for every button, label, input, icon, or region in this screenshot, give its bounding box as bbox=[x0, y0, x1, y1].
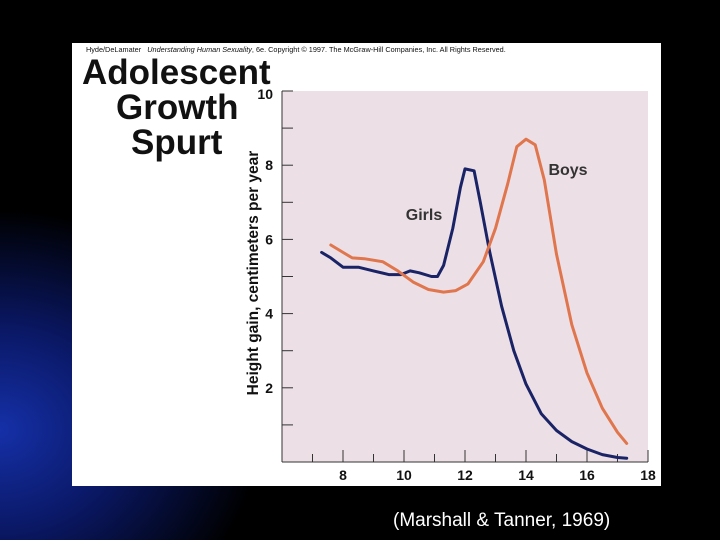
x-tick-label: 14 bbox=[518, 467, 534, 483]
x-tick-label: 12 bbox=[457, 467, 473, 483]
copyright-rest: , 6e. Copyright © 1997. The McGraw-Hill … bbox=[251, 45, 506, 54]
y-tick-label: 8 bbox=[265, 157, 273, 173]
copyright-notice: Hyde/DeLamater Understanding Human Sexua… bbox=[86, 45, 656, 54]
title-line-2: Growth bbox=[116, 88, 239, 127]
series-label-boys: Boys bbox=[548, 162, 587, 179]
copyright-book: Understanding Human Sexuality bbox=[147, 45, 252, 54]
plot-area bbox=[282, 91, 648, 462]
y-tick-label: 6 bbox=[265, 231, 273, 247]
y-tick-label: 4 bbox=[265, 306, 273, 322]
title-line-1: Adolescent bbox=[82, 53, 271, 92]
y-tick-label: 10 bbox=[257, 86, 273, 102]
title-line-3: Spurt bbox=[131, 123, 223, 162]
x-tick-label: 16 bbox=[579, 467, 595, 483]
series-line-boys bbox=[329, 137, 629, 445]
y-axis-label: Height gain, centimeters per year bbox=[245, 151, 262, 396]
copyright-author: Hyde/DeLamater bbox=[86, 45, 142, 54]
x-tick-label: 10 bbox=[396, 467, 412, 483]
series-label-girls: Girls bbox=[406, 207, 443, 224]
x-tick-label: 8 bbox=[339, 467, 347, 483]
citation-caption: (Marshall & Tanner, 1969) bbox=[393, 510, 611, 531]
figure-title: Adolescent Growth Spurt bbox=[82, 55, 292, 160]
series-line-girls bbox=[320, 167, 629, 460]
x-tick-label: 18 bbox=[640, 467, 656, 483]
y-tick-label: 2 bbox=[265, 380, 273, 396]
